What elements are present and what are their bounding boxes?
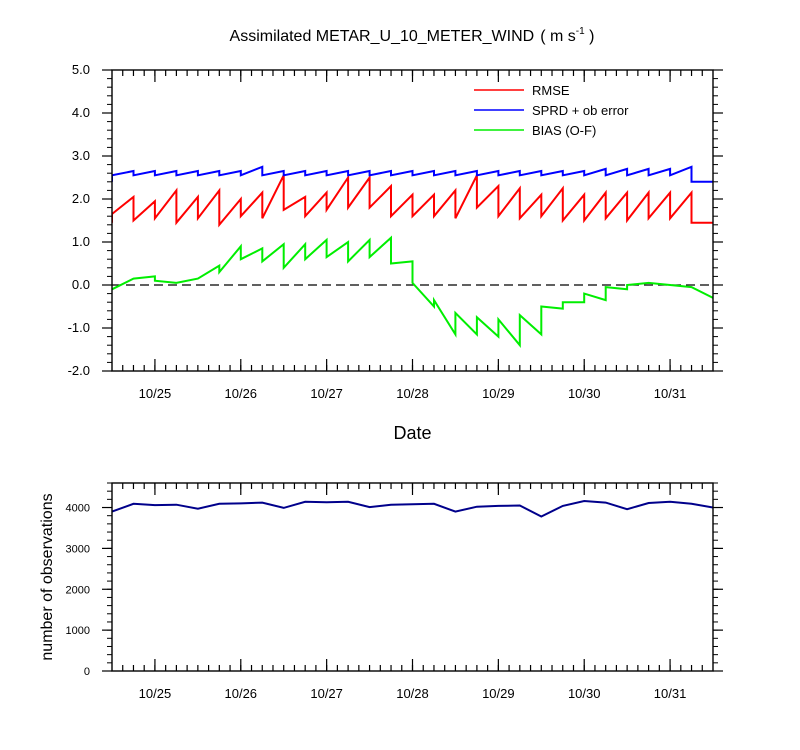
chart-title: Assimilated METAR_U_10_METER_WIND( m s-1… — [230, 26, 595, 45]
series-line-observations — [112, 499, 713, 518]
y-tick-label: -2.0 — [68, 363, 90, 378]
x-tick-label: 10/31 — [654, 686, 687, 701]
legend-label: BIAS (O-F) — [532, 123, 596, 138]
top-panel: 10/25 10/26 10/27 10/28 10/29 10/30 10/31 -2.0 -… — [68, 62, 723, 443]
y-tick-label: 0.0 — [72, 277, 90, 292]
series-line-bias-o-f — [112, 235, 713, 348]
y-tick-label: 0 — [84, 666, 90, 678]
x-tick-label: 10/29 — [482, 386, 515, 401]
series-group — [112, 165, 713, 348]
y-tick-label: 1.0 — [72, 234, 90, 249]
bottom-ylabel: number of observations — [39, 493, 56, 660]
x-tick-label: 10/27 — [310, 686, 343, 701]
legend-label: RMSE — [532, 83, 570, 98]
x-tick-label: 10/26 — [225, 386, 258, 401]
y-tick-label: 4000 — [66, 503, 90, 515]
x-tick-label: 10/31 — [654, 386, 687, 401]
y-tick-label: 1000 — [66, 625, 90, 637]
y-tick-label: 2.0 — [72, 191, 90, 206]
x-tick-label: 10/30 — [568, 386, 601, 401]
series-group — [112, 499, 713, 518]
series-line-sprd-ob-error — [112, 165, 713, 183]
y-tick-label: 3.0 — [72, 148, 90, 163]
x-tick-label: 10/27 — [310, 386, 343, 401]
x-axis-label: Date — [393, 423, 431, 443]
y-tick-label: 5.0 — [72, 62, 90, 77]
y-tick-label: -1.0 — [68, 320, 90, 335]
series-line-rmse — [112, 174, 713, 228]
plot-frame — [111, 482, 714, 672]
y-tick-label: 4.0 — [72, 105, 90, 120]
x-tick-label: 10/25 — [139, 386, 172, 401]
x-tick-label: 10/30 — [568, 686, 601, 701]
bottom-panel: 10/25 10/26 10/27 10/28 10/29 10/30 10/31 0 1000… — [66, 482, 723, 701]
x-tick-label: 10/29 — [482, 686, 515, 701]
x-tick-label: 10/26 — [225, 686, 258, 701]
y-tick-label: 2000 — [66, 584, 90, 596]
y-tick-label: 3000 — [66, 543, 90, 555]
plot-frame — [111, 69, 714, 372]
x-tick-label: 10/28 — [396, 686, 429, 701]
x-tick-label: 10/28 — [396, 386, 429, 401]
x-tick-label: 10/25 — [139, 686, 172, 701]
legend-label: SPRD + ob error — [532, 103, 629, 118]
